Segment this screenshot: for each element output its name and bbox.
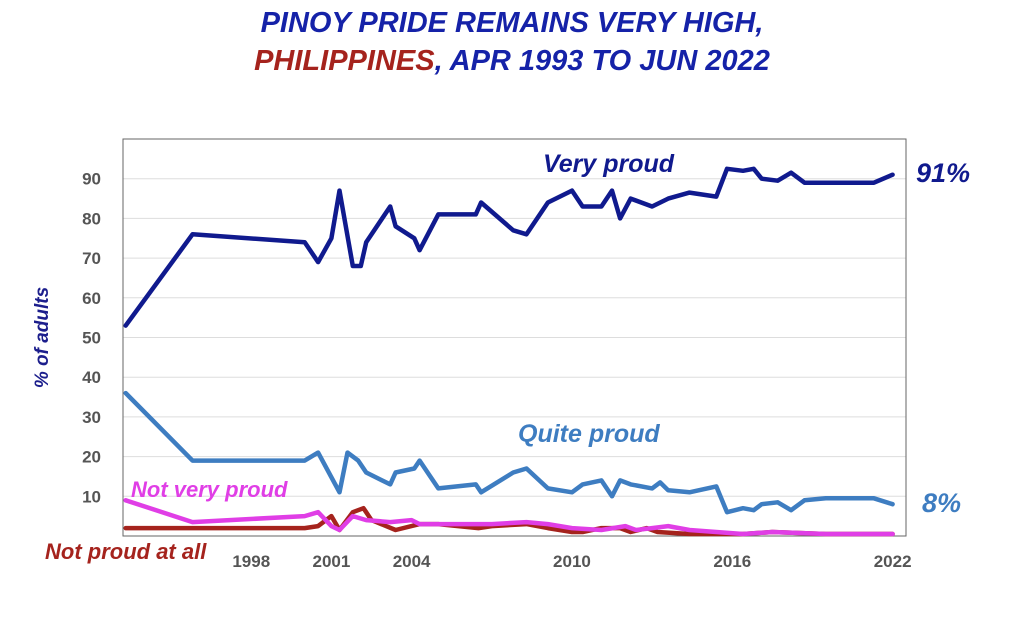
y-tick-label: 20 [82,448,101,467]
y-tick-label: 60 [82,289,101,308]
y-tick-label: 50 [82,329,101,348]
end-label-very-proud: 91% [916,158,970,188]
y-tick-label: 30 [82,408,101,427]
x-tick-label: 2001 [313,552,351,571]
y-tick-label: 40 [82,368,101,387]
series-line-very-proud [123,166,895,328]
gridlines [123,178,906,497]
y-axis-ticks: 10 20 30 40 50 60 70 80 90 [82,170,101,507]
x-tick-label: 2004 [393,552,431,571]
y-tick-label: 80 [82,209,101,228]
chart-title-line2: PHILIPPINES, APR 1993 TO JUN 2022 [0,42,1024,80]
series-line-not-very-proud [123,498,895,537]
series-label-not-proud-at-all: Not proud at all [45,539,207,564]
plot-area [122,138,907,537]
series-labels: Very proud Quite proud Not very proud Not p… [45,150,970,564]
y-tick-label: 70 [82,249,101,268]
series-label-not-very-proud: Not very proud [131,477,288,502]
y-tick-label: 90 [82,170,101,189]
end-label-quite-proud: 8% [922,488,961,518]
y-tick-label: 10 [82,487,101,506]
x-tick-label: 2010 [553,552,591,571]
x-tick-label: 1998 [232,552,270,571]
title-country: PHILIPPINES [254,45,435,77]
series-label-quite-proud: Quite proud [518,420,660,448]
series-line-quite-proud [123,390,895,515]
x-tick-label: 2022 [874,552,912,571]
series-label-very-proud: Very proud [543,150,675,178]
series-lines [123,166,895,537]
title-period: , APR 1993 TO JUN 2022 [434,45,770,77]
chart-title-line1: PINOY PRIDE REMAINS VERY HIGH, [260,7,764,39]
x-axis-ticks: 1998 2001 2004 2010 2016 2022 [232,552,911,571]
x-tick-label: 2016 [713,552,751,571]
y-axis-label: % of adults [32,287,53,388]
